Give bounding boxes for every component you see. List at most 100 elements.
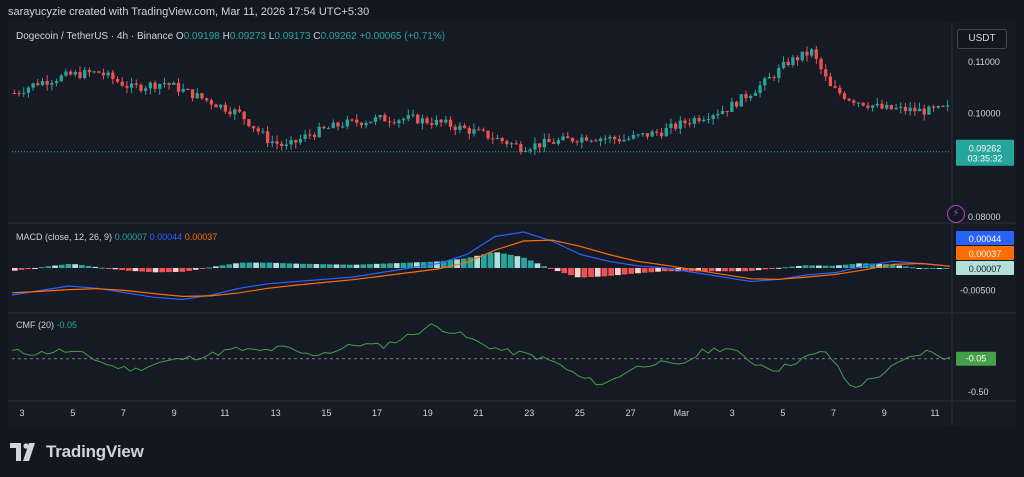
macd-histogram-bar — [105, 268, 112, 269]
macd-histogram-bar — [661, 268, 668, 272]
candle-body — [584, 137, 589, 141]
cmf-value-badge-text: -0.05 — [966, 354, 987, 364]
macd-histogram-bar — [842, 264, 849, 268]
macd-histogram-bar — [782, 267, 789, 269]
tradingview-logo[interactable]: TradingView — [10, 442, 144, 462]
candle-body — [158, 83, 162, 89]
candle-body — [383, 115, 387, 122]
candle-body — [537, 143, 542, 148]
currency-button[interactable]: USDT — [957, 29, 1007, 49]
candle-body — [115, 79, 120, 82]
lightning-icon[interactable]: ⚡ — [947, 205, 965, 223]
candle-body — [716, 113, 720, 116]
macd-histogram-bar — [836, 265, 842, 268]
macd-histogram-bar — [548, 268, 554, 269]
macd-histogram-bar — [467, 257, 474, 268]
brand-name: TradingView — [46, 442, 144, 461]
candle-body — [331, 122, 335, 129]
candle-body — [401, 118, 406, 121]
macd-histogram-bar — [139, 268, 145, 272]
last-price-label: 0.09262 — [969, 144, 1002, 154]
candle-body — [129, 83, 134, 88]
macd-histogram-bar — [420, 262, 427, 268]
candle-body — [209, 100, 213, 105]
x-tick-label: 25 — [575, 408, 585, 418]
close-label: C — [313, 31, 321, 42]
candle-body — [73, 71, 77, 75]
tv-logo-icon — [10, 443, 35, 461]
macd-histogram-bar — [373, 263, 380, 268]
candle-body — [106, 72, 110, 76]
macd-value-badge-text: 0.00044 — [969, 234, 1002, 244]
macd-histogram-bar — [728, 268, 735, 272]
candle-body — [425, 118, 429, 124]
chart-panel: 0.11000 0.10000 0.08000 3 5 7 9 11 13 15 17 19 21 23 2… — [8, 22, 1016, 426]
macd-histogram-bar — [474, 255, 480, 268]
candle-body — [838, 87, 842, 94]
candle-body — [111, 72, 115, 80]
macd-histogram-bar — [507, 254, 514, 268]
macd-histogram-bar — [708, 268, 715, 272]
candle-body — [181, 88, 185, 92]
macd-histogram-bar — [816, 265, 822, 268]
candle-body — [420, 118, 425, 124]
candle-body — [659, 132, 664, 137]
candle-body — [481, 129, 485, 131]
macd-histogram-bar — [856, 263, 862, 268]
macd-histogram-bar — [326, 264, 333, 268]
macd-histogram-bar — [641, 268, 648, 273]
candle-body — [617, 139, 621, 142]
candle-body — [369, 121, 373, 124]
x-tick-label: 17 — [372, 408, 382, 418]
macd-histogram-bar — [802, 265, 809, 268]
macd-histogram-bar — [58, 264, 65, 268]
candle-body — [364, 123, 368, 126]
candle-body — [162, 83, 167, 85]
candle-body — [814, 49, 818, 59]
candle-body — [734, 101, 739, 107]
macd-hist-value: 0.00007 — [114, 232, 148, 242]
candle-body — [78, 71, 82, 79]
macd-value-badge — [956, 231, 1014, 245]
candle-body — [552, 142, 556, 144]
candle-layer — [12, 45, 950, 155]
candle-body — [458, 125, 462, 131]
macd-line-value: 0.00044 — [149, 232, 183, 242]
candle-body — [242, 111, 246, 120]
signal-value-badge-text: 0.00037 — [969, 249, 1002, 259]
macd-histogram-bar — [112, 268, 119, 270]
candle-body — [45, 81, 49, 85]
candle-body — [467, 128, 471, 134]
macd-histogram-bar — [554, 268, 561, 272]
candle-body — [688, 123, 692, 125]
macd-histogram-bar — [909, 267, 916, 269]
symbol-label[interactable]: Dogecoin / TetherUS · 4h · Binance — [16, 31, 174, 42]
candle-body — [345, 119, 349, 127]
histogram-value-badge-text: 0.00007 — [969, 264, 1002, 274]
candle-body — [172, 82, 176, 85]
candle-body — [289, 140, 293, 145]
macd-histogram-bar — [45, 266, 52, 268]
macd-histogram-bar — [936, 268, 943, 269]
candle-body — [561, 136, 565, 141]
macd-histogram-bar — [414, 262, 420, 268]
macd-histogram-bar — [615, 268, 621, 276]
macd-histogram-bar — [682, 268, 688, 272]
candle-body — [233, 109, 237, 115]
candle-body — [650, 131, 654, 137]
x-tick-label: 9 — [172, 408, 177, 418]
candle-body — [870, 105, 875, 108]
macd-histogram-bar — [923, 268, 929, 269]
macd-histogram-bar — [206, 267, 212, 269]
high-value: 0.09273 — [229, 31, 267, 42]
x-tick-label: 11 — [220, 408, 229, 418]
candle-body — [720, 110, 725, 114]
macd-histogram-bar — [266, 262, 273, 268]
candle-body — [336, 122, 340, 127]
candle-body — [749, 95, 753, 99]
candle-body — [101, 72, 106, 76]
cmf-value-badge — [956, 351, 996, 366]
macd-histogram-bar — [125, 268, 132, 271]
candle-body — [59, 75, 63, 82]
candle-body — [444, 119, 448, 123]
